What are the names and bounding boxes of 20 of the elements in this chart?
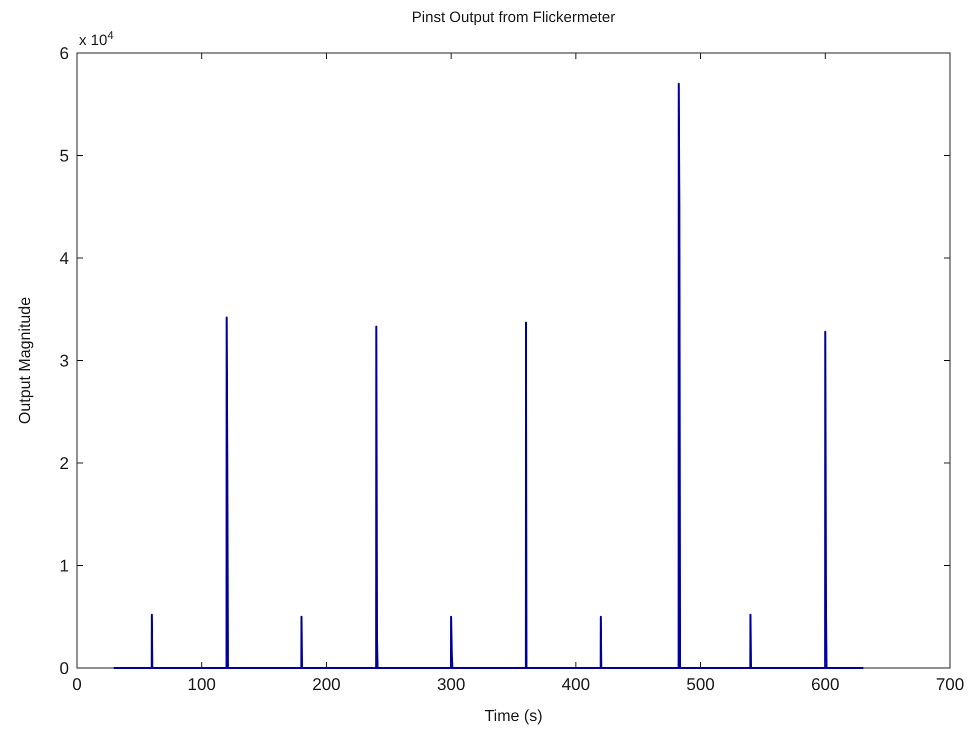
y-tick-label: 6: [60, 44, 69, 63]
y-axis-title: Output Magnitude: [17, 296, 34, 424]
line-series: [113, 82, 864, 669]
y-tick-label: 3: [60, 352, 69, 370]
y-tick-label: 5: [60, 146, 69, 166]
x-tick-label: 600: [811, 675, 840, 694]
x-tick-label: 700: [936, 675, 964, 694]
y-tick-label: 0: [60, 659, 69, 678]
x-tick-label: 200: [312, 675, 341, 694]
x-tick-label: 0: [72, 675, 82, 694]
x-tick-label: 500: [686, 675, 715, 694]
x-tick-label: 400: [562, 675, 590, 694]
chart-title: Pinst Output from Flickermeter: [412, 9, 616, 26]
x-tick-label: 100: [188, 675, 216, 694]
x-axis-title: Time (s): [484, 708, 543, 725]
y-tick-label: 2: [60, 454, 69, 473]
x-tick-label: 300: [436, 675, 466, 694]
text: x 10$^{4}$: [79, 30, 114, 49]
y-tick-label: 4: [60, 249, 69, 268]
y-tick-label: 1: [60, 556, 69, 576]
